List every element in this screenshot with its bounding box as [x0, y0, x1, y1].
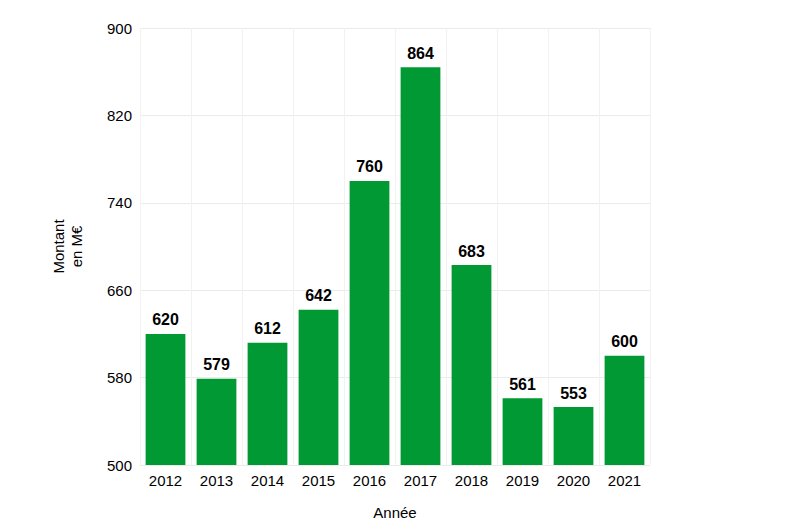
svg-text:600: 600	[611, 333, 638, 350]
svg-text:760: 760	[356, 158, 383, 175]
svg-text:Montant: Montant	[50, 219, 67, 274]
svg-text:Année: Année	[373, 504, 416, 521]
svg-text:580: 580	[107, 369, 132, 386]
svg-text:2021: 2021	[608, 472, 641, 489]
svg-text:2015: 2015	[302, 472, 335, 489]
svg-text:820: 820	[107, 107, 132, 124]
svg-text:2019: 2019	[506, 472, 539, 489]
svg-text:864: 864	[407, 45, 434, 62]
svg-text:612: 612	[254, 320, 281, 337]
svg-text:500: 500	[107, 457, 132, 474]
svg-text:553: 553	[560, 385, 587, 402]
svg-text:en M€: en M€	[68, 225, 85, 267]
svg-text:2017: 2017	[404, 472, 437, 489]
svg-text:2018: 2018	[455, 472, 488, 489]
svg-text:2020: 2020	[557, 472, 590, 489]
svg-text:2012: 2012	[149, 472, 182, 489]
svg-text:740: 740	[107, 194, 132, 211]
svg-text:900: 900	[107, 20, 132, 37]
svg-text:642: 642	[305, 287, 332, 304]
svg-text:683: 683	[458, 243, 485, 260]
svg-text:579: 579	[203, 356, 230, 373]
svg-text:2013: 2013	[200, 472, 233, 489]
svg-text:660: 660	[107, 282, 132, 299]
svg-text:2016: 2016	[353, 472, 386, 489]
svg-text:2014: 2014	[251, 472, 284, 489]
svg-text:561: 561	[509, 376, 536, 393]
svg-text:620: 620	[152, 311, 179, 328]
